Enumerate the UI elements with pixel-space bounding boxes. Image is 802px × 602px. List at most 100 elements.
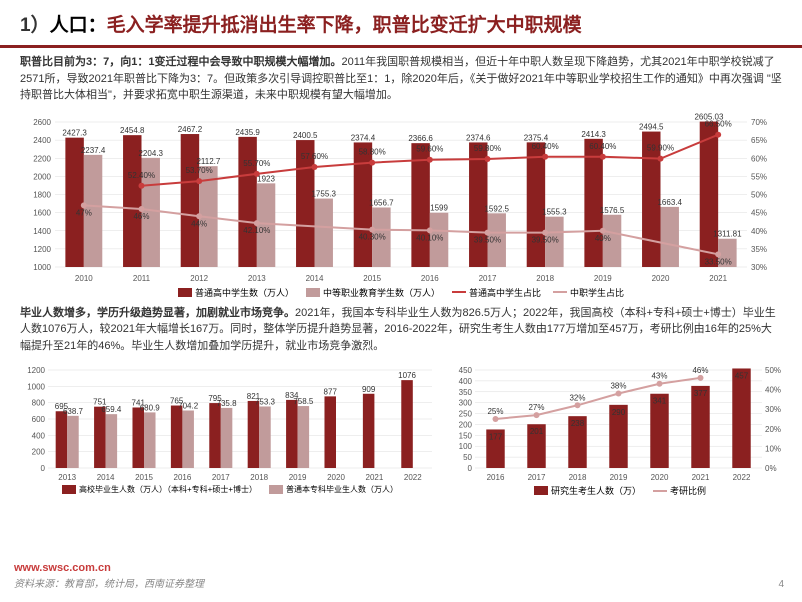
page-num: 4 — [778, 579, 784, 590]
svg-text:30%: 30% — [765, 405, 781, 414]
svg-text:2454.8: 2454.8 — [120, 126, 145, 135]
watermark: www.swsc.com.cn — [14, 562, 111, 574]
svg-text:38%: 38% — [610, 382, 626, 391]
svg-text:2012: 2012 — [190, 274, 208, 283]
svg-text:1000: 1000 — [27, 382, 45, 391]
svg-text:735.8: 735.8 — [217, 399, 238, 408]
svg-text:0: 0 — [468, 464, 473, 473]
svg-text:40.10%: 40.10% — [416, 233, 443, 242]
svg-text:2366.6: 2366.6 — [408, 134, 433, 143]
svg-text:2427.3: 2427.3 — [62, 128, 87, 137]
svg-text:2237.4: 2237.4 — [81, 145, 106, 154]
svg-text:70%: 70% — [751, 118, 767, 127]
svg-text:2018: 2018 — [569, 473, 587, 482]
svg-text:2017: 2017 — [479, 274, 497, 283]
chart2-legend: 高校毕业生人数（万人）（本科+专科+硕士+博士）普通本专科毕业生人数（万人） — [20, 484, 440, 495]
svg-text:52.40%: 52.40% — [128, 170, 155, 179]
chart3: 0501001502002503003504004500%10%20%30%40… — [450, 358, 790, 498]
page-title: 1）人口：毛入学率提升抵消出生率下降，职普比变迁扩大中职规模 — [20, 10, 782, 37]
svg-text:2010: 2010 — [75, 274, 93, 283]
legend-item: 中职学生占比 — [553, 286, 624, 299]
svg-text:55.70%: 55.70% — [243, 158, 270, 167]
chart3-svg: 0501001502002503003504004500%10%20%30%40… — [450, 358, 790, 483]
svg-text:2414.3: 2414.3 — [581, 129, 606, 138]
legend-item: 普通高中学生占比 — [452, 286, 541, 299]
svg-text:20%: 20% — [765, 425, 781, 434]
chart2-svg: 020040060080010001200695638.72013751659.… — [20, 358, 440, 483]
legend-item: 研究生考生人数（万） — [534, 484, 641, 497]
svg-text:2200: 2200 — [33, 154, 51, 163]
svg-text:177: 177 — [489, 432, 503, 441]
svg-text:1656.7: 1656.7 — [369, 198, 394, 207]
svg-text:59.80%: 59.80% — [474, 143, 501, 152]
svg-text:2013: 2013 — [248, 274, 266, 283]
svg-text:65%: 65% — [751, 136, 767, 145]
svg-text:2013: 2013 — [58, 473, 76, 482]
svg-text:377: 377 — [694, 389, 708, 398]
svg-text:350: 350 — [459, 388, 473, 397]
svg-text:66.50%: 66.50% — [705, 119, 732, 128]
svg-text:704.2: 704.2 — [178, 401, 199, 410]
svg-text:1200: 1200 — [27, 366, 45, 375]
svg-text:2400: 2400 — [33, 136, 51, 145]
svg-text:2435.9: 2435.9 — [235, 127, 260, 136]
svg-text:2016: 2016 — [487, 473, 505, 482]
svg-text:1592.5: 1592.5 — [484, 204, 509, 213]
svg-text:2000: 2000 — [33, 172, 51, 181]
svg-text:30%: 30% — [751, 263, 767, 272]
svg-text:50%: 50% — [751, 190, 767, 199]
svg-text:40.30%: 40.30% — [359, 232, 386, 241]
svg-text:680.9: 680.9 — [140, 403, 161, 412]
svg-text:2014: 2014 — [306, 274, 324, 283]
svg-text:2467.2: 2467.2 — [178, 125, 203, 134]
svg-text:1663.4: 1663.4 — [657, 197, 682, 206]
svg-text:60.40%: 60.40% — [589, 141, 616, 150]
svg-text:758.5: 758.5 — [293, 397, 314, 406]
svg-text:2494.5: 2494.5 — [639, 122, 664, 131]
legend-item: 普通本专科毕业生人数（万人） — [269, 484, 398, 495]
svg-text:2018: 2018 — [536, 274, 554, 283]
chart1: 10001200140016001800200022002400260030%3… — [20, 110, 782, 285]
svg-text:40%: 40% — [751, 226, 767, 235]
svg-text:1000: 1000 — [33, 263, 51, 272]
source: 资料来源：教育部，统计局，西南证券整理 — [14, 575, 204, 590]
svg-text:457: 457 — [735, 371, 749, 380]
title-black: 人口： — [50, 15, 107, 36]
svg-text:1599: 1599 — [430, 203, 448, 212]
chart2: 020040060080010001200695638.72013751659.… — [20, 358, 440, 498]
svg-text:2018: 2018 — [250, 473, 268, 482]
svg-text:2400.5: 2400.5 — [293, 131, 318, 140]
svg-text:638.7: 638.7 — [63, 407, 84, 416]
legend-item: 考研比例 — [653, 484, 706, 497]
svg-text:50%: 50% — [765, 366, 781, 375]
svg-text:2600: 2600 — [33, 118, 51, 127]
legend-item: 普通高中学生数（万人） — [178, 286, 294, 299]
svg-text:2019: 2019 — [289, 473, 307, 482]
svg-text:753.3: 753.3 — [255, 397, 276, 406]
svg-text:2021: 2021 — [709, 274, 727, 283]
svg-text:35%: 35% — [751, 244, 767, 253]
svg-text:1400: 1400 — [33, 226, 51, 235]
chart1-legend: 普通高中学生数（万人）中等职业教育学生数（万人）普通高中学生占比中职学生占比 — [20, 286, 782, 299]
svg-text:1800: 1800 — [33, 190, 51, 199]
svg-text:46%: 46% — [692, 366, 708, 375]
svg-text:1600: 1600 — [33, 208, 51, 217]
svg-text:2022: 2022 — [404, 473, 422, 482]
svg-text:2019: 2019 — [610, 473, 628, 482]
svg-text:59.90%: 59.90% — [647, 143, 674, 152]
para2: 毕业人数增多，学历升级趋势显著，加剧就业市场竞争。2021年，我国本专科毕业生人… — [0, 299, 802, 359]
svg-text:600: 600 — [32, 415, 46, 424]
svg-text:1555.3: 1555.3 — [542, 207, 567, 216]
svg-text:2017: 2017 — [212, 473, 230, 482]
svg-text:10%: 10% — [765, 444, 781, 453]
svg-text:2374.6: 2374.6 — [466, 133, 491, 142]
svg-text:341: 341 — [653, 397, 667, 406]
svg-text:877: 877 — [324, 387, 338, 396]
svg-text:450: 450 — [459, 366, 473, 375]
para2-bold: 毕业人数增多，学历升级趋势显著，加剧就业市场竞争。 — [20, 307, 295, 319]
svg-text:100: 100 — [459, 442, 473, 451]
chart1-container: 10001200140016001800200022002400260030%3… — [0, 110, 802, 299]
para1-bold: 职普比目前为3：7，向1：1变迁过程中会导致中职规模大幅增加。 — [20, 56, 341, 68]
svg-text:2014: 2014 — [97, 473, 115, 482]
svg-text:300: 300 — [459, 399, 473, 408]
